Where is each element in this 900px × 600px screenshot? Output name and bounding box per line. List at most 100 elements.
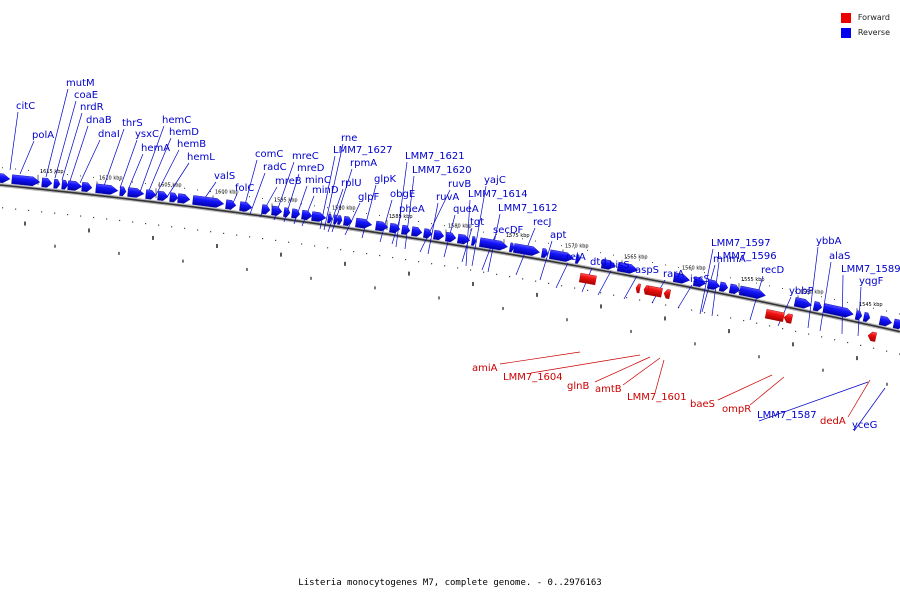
reverse-gene-arrow — [119, 186, 127, 197]
gene-label-recd: recD — [761, 265, 785, 276]
reverse-gene-arrow — [706, 279, 721, 290]
leader-line — [749, 376, 785, 406]
reverse-gene-arrow — [0, 172, 11, 184]
leader-line — [622, 357, 661, 386]
gene-label-rne: rne — [341, 133, 357, 144]
leader-line — [361, 184, 377, 239]
reverse-gene-arrow — [177, 193, 191, 204]
gene-label-nrdr: nrdR — [80, 102, 104, 113]
gene-label-tgt: tgt — [470, 217, 484, 228]
gene-label-hema: hemA — [141, 143, 170, 154]
legend-reverse: Reverse — [840, 25, 890, 40]
reverse-gene-arrow — [433, 229, 445, 241]
reverse-gene-arrow — [337, 215, 343, 225]
reverse-gene-arrow — [812, 301, 823, 312]
reverse-gene-arrow — [892, 318, 900, 330]
kbp-label: 1595 kbp — [274, 197, 298, 203]
leader-line — [717, 374, 773, 401]
reverse-gene-arrow — [862, 312, 871, 322]
gene-label-rpma: rpmA — [350, 158, 377, 169]
reverse-gene-arrow — [225, 199, 237, 210]
kbp-label: 1550 kbp — [800, 289, 824, 295]
gene-label-mreb: mreB — [275, 176, 302, 187]
gene-label-hiss: hisS — [609, 260, 630, 271]
reverse-gene-arrow — [355, 217, 373, 229]
leader-line — [499, 351, 581, 365]
forward-gene-arrow — [867, 331, 878, 342]
forward-swatch — [840, 12, 851, 23]
forward-gene-arrow — [764, 309, 785, 322]
forward-gene-arrow — [663, 289, 671, 300]
leader-line — [395, 161, 408, 248]
reverse-gene-arrow — [401, 224, 411, 235]
legend-forward: Forward — [840, 10, 890, 25]
leader-line — [711, 261, 720, 317]
gene-label-mred: mreD — [297, 163, 325, 174]
gene-label-rela: relA — [566, 252, 586, 263]
leader-line — [539, 240, 553, 281]
leader-line — [103, 128, 125, 187]
kbp-label: 1585 kbp — [389, 214, 413, 220]
leader-line — [758, 381, 869, 422]
leader-line — [555, 262, 569, 289]
reverse-gene-arrow — [95, 183, 119, 195]
gene-label-glpf: glpF — [358, 192, 379, 203]
reverse-gene-arrow — [327, 213, 333, 224]
reverse-gene-arrow — [616, 261, 639, 274]
reverse-gene-arrow — [822, 303, 854, 318]
gene-label-deda: dedA — [820, 416, 846, 427]
reverse-gene-arrow — [389, 222, 401, 234]
leader-line — [465, 199, 471, 267]
reverse-gene-arrow — [728, 283, 741, 295]
kbp-label: 1580 kbp — [448, 224, 472, 230]
reverse-gene-arrow — [423, 228, 433, 239]
reverse-gene-arrow — [333, 214, 339, 225]
reverse-gene-arrow — [301, 209, 313, 221]
reverse-gene-arrow — [81, 181, 93, 192]
gene-label-phea: pheA — [399, 204, 425, 215]
reverse-gene-arrow — [61, 179, 69, 190]
reverse-gene-arrow — [445, 231, 457, 243]
gene-label-ruva: ruvA — [436, 192, 459, 203]
forward-gene-arrow — [635, 283, 642, 294]
reverse-gene-arrow — [411, 226, 423, 237]
gene-label-lmm7-1596: LMM7_1596 — [717, 251, 777, 262]
forward-gene-arrow — [646, 285, 663, 298]
leader-line — [323, 143, 344, 231]
gene-label-mutm: mutM — [66, 78, 95, 89]
gene-label-lmm7-1620: LMM7_1620 — [412, 165, 472, 176]
gene-label-thrs: thrS — [122, 118, 143, 129]
gene-label-ruvb: ruvB — [448, 179, 471, 190]
gene-label-hemc: hemC — [162, 115, 191, 126]
leader-line — [847, 379, 871, 418]
gene-label-amia: amiA — [472, 363, 498, 374]
reverse-gene-arrow — [509, 242, 515, 253]
reverse-gene-arrow — [145, 189, 157, 200]
gene-label-lmm7-1597: LMM7_1597 — [711, 238, 771, 249]
gene-label-lmm7-1601: LMM7_1601 — [627, 392, 687, 403]
gene-label-pola: polA — [32, 130, 54, 141]
reverse-gene-arrow — [343, 216, 353, 226]
leader-line — [841, 274, 844, 335]
reverse-gene-arrow — [283, 207, 291, 218]
gene-label-lmm7-1604: LMM7_1604 — [503, 372, 563, 383]
leader-line — [594, 356, 651, 383]
gene-label-amtb: amtB — [595, 384, 622, 395]
gene-label-glnb: glnB — [567, 381, 589, 392]
gene-label-quea: queA — [453, 204, 479, 215]
kbp-label: 1600 kbp — [215, 189, 239, 195]
reverse-swatch — [840, 27, 851, 38]
reverse-gene-arrow — [67, 180, 83, 191]
gene-label-lmm7-1587: LMM7_1587 — [757, 410, 817, 421]
leader-line — [9, 111, 19, 171]
kbp-label: 1590 kbp — [332, 206, 356, 212]
reverse-gene-arrow — [600, 258, 617, 270]
leader-line — [79, 139, 101, 184]
gene-label-alas: alaS — [829, 251, 850, 262]
gene-label-dtd: dtd — [590, 257, 607, 268]
kbp-scale: 1615 kbp 1610 kbp 1605 kbp 1600 kbp 1595 kbp… — [37, 169, 883, 319]
leader-line — [139, 125, 165, 193]
leader-line — [819, 261, 832, 332]
